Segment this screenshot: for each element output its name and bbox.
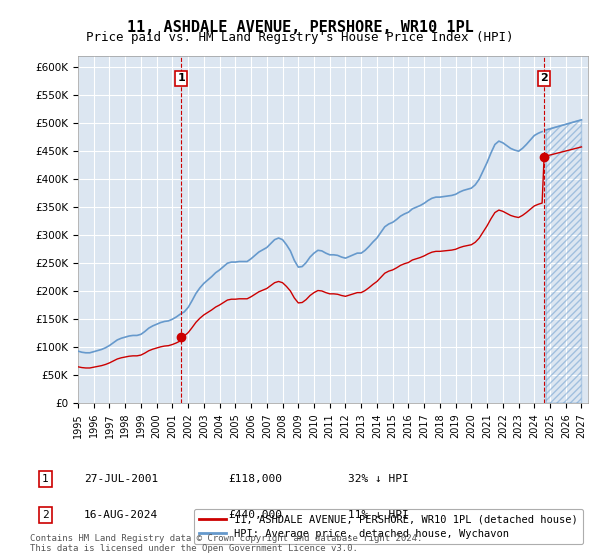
Text: 1: 1	[42, 474, 49, 484]
Text: Contains HM Land Registry data © Crown copyright and database right 2024.
This d: Contains HM Land Registry data © Crown c…	[30, 534, 422, 553]
Text: £118,000: £118,000	[228, 474, 282, 484]
Legend: 11, ASHDALE AVENUE, PERSHORE, WR10 1PL (detached house), HPI: Average price, det: 11, ASHDALE AVENUE, PERSHORE, WR10 1PL (…	[194, 509, 583, 544]
Text: £440,000: £440,000	[228, 510, 282, 520]
Text: 27-JUL-2001: 27-JUL-2001	[84, 474, 158, 484]
Text: 11% ↓ HPI: 11% ↓ HPI	[348, 510, 409, 520]
Text: Price paid vs. HM Land Registry's House Price Index (HPI): Price paid vs. HM Land Registry's House …	[86, 31, 514, 44]
Text: 16-AUG-2024: 16-AUG-2024	[84, 510, 158, 520]
Text: 2: 2	[540, 73, 548, 83]
Text: 2: 2	[42, 510, 49, 520]
Text: 11, ASHDALE AVENUE, PERSHORE, WR10 1PL: 11, ASHDALE AVENUE, PERSHORE, WR10 1PL	[127, 20, 473, 35]
Text: 32% ↓ HPI: 32% ↓ HPI	[348, 474, 409, 484]
Text: 1: 1	[178, 73, 185, 83]
